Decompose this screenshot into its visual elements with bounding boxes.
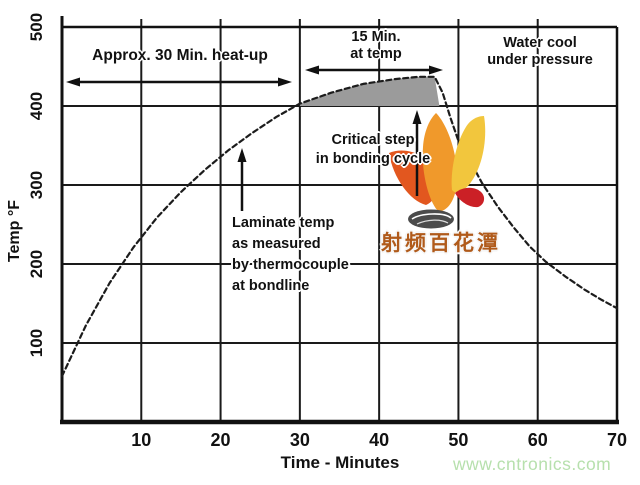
at-temp-shaded-region	[299, 76, 440, 106]
y-tick-label: 500	[27, 12, 46, 42]
annotation-laminate-line1: Laminate temp	[232, 215, 335, 231]
annotation-laminate-line4: at bondline	[232, 278, 310, 294]
annotation-at-temp-line1: 15 Min.	[351, 29, 401, 45]
laminate-temp-curve	[60, 75, 619, 378]
annotation-water-cool-line1: Water cool	[503, 35, 577, 51]
heatup-span-arrow-icon	[66, 77, 292, 87]
y-axis-title: Temp °F	[6, 199, 23, 263]
annotation-laminate-line3: by thermocouple	[232, 257, 349, 273]
laminate-note-arrow-icon	[237, 148, 247, 211]
logo-ellipse-icon	[408, 209, 454, 229]
y-tick-label: 100	[27, 328, 46, 358]
logo-ellipse-swirl2-icon	[416, 219, 449, 225]
y-tick-label: 200	[27, 249, 46, 279]
x-tick-label: 20	[210, 430, 231, 450]
annotation-laminate-temp: Laminate temp as measured by thermocoupl…	[232, 213, 349, 297]
logo-swoosh-icon	[455, 187, 485, 208]
at-temp-span-arrow-icon	[305, 65, 443, 75]
axes	[60, 16, 619, 425]
annotation-critical-step-line1: Critical step	[331, 132, 415, 148]
logo-ellipse-swirl-icon	[411, 213, 452, 220]
annotation-arrows	[66, 65, 443, 211]
critical-step-arrow-icon	[412, 110, 422, 196]
annotation-water-cool-line2: under pressure	[487, 52, 593, 68]
logo-text: 射频百花潭	[381, 232, 501, 255]
logo-petal-right-icon	[451, 116, 486, 193]
y-tick-label: 300	[27, 170, 46, 200]
x-tick-label: 10	[131, 430, 152, 450]
y-tick-label: 400	[27, 91, 46, 121]
x-tick-label: 40	[369, 430, 390, 450]
flame-logo	[389, 113, 486, 229]
x-axis-title: Time - Minutes	[280, 453, 400, 472]
x-tick-label: 30	[289, 430, 310, 450]
annotation-water-cool: Water cool under pressure	[475, 35, 605, 69]
annotation-heatup: Approx. 30 Min. heat-up	[92, 47, 268, 64]
annotation-critical-step: Critical step in bonding cycle	[303, 131, 443, 169]
grid-lines	[62, 19, 617, 422]
annotation-laminate-line2: as measured	[232, 236, 321, 252]
annotation-at-temp-line2: at temp	[350, 46, 402, 62]
x-tick-label: 70	[606, 430, 628, 450]
annotation-critical-step-line2: in bonding cycle	[315, 151, 431, 167]
x-tick-label: 50	[448, 430, 469, 450]
logo-petal-center-icon	[422, 113, 458, 212]
x-tick-label: 60	[527, 430, 548, 450]
annotation-at-temp: 15 Min. at temp	[326, 29, 426, 63]
site-watermark-url: www.cntronics.com	[453, 454, 612, 474]
